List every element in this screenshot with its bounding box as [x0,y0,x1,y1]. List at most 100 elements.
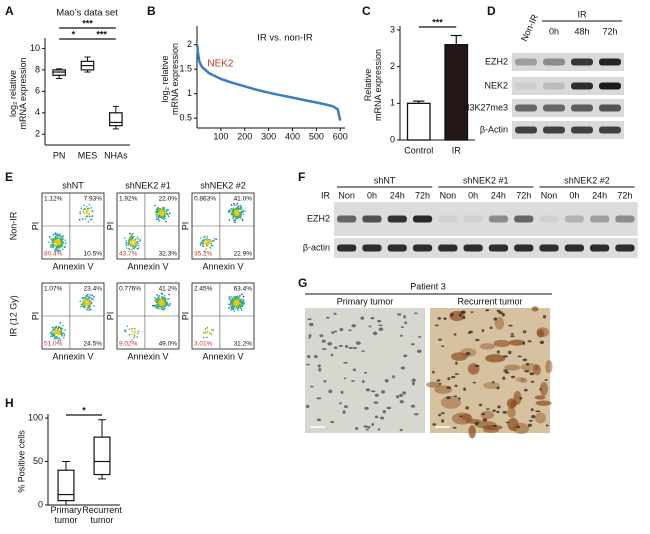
annotation: NEK2 [207,58,234,69]
x-tick-label: 300 [261,131,276,141]
nucleus [492,381,495,384]
nucleus [496,410,500,414]
flow-dot [203,240,206,242]
flow-dot [128,334,131,336]
bar [406,102,431,141]
nucleus [343,377,347,380]
flow-dot [158,294,161,297]
nucleus [516,425,521,429]
flow-dot [50,238,52,240]
y-tick-label: 2 [187,39,192,49]
flow-dot [205,240,208,242]
significance-label: *** [432,17,443,27]
nucleus [474,421,479,426]
flow-dot [230,204,233,206]
flow-dot [86,208,89,210]
flow-dot [134,335,136,337]
tissue [305,312,422,432]
band [539,244,559,252]
panel-letter: A [5,4,14,18]
flow-dot [209,247,212,249]
flow-dot [88,210,90,213]
flow-dot [241,298,243,300]
flow-dot [133,243,135,246]
flow-dot [242,209,244,211]
nucleus [313,355,318,359]
flow-dot [204,327,207,330]
y-tick-label: 8 [35,64,40,74]
flow-dot [208,238,211,241]
flow-dot [88,213,90,216]
flow-dot [237,208,240,211]
flow-dot [64,239,67,241]
stain [483,382,501,390]
flow-dot [241,293,243,296]
flow-dot [130,236,133,238]
flow-dot [54,327,56,330]
flow-dot [88,207,90,210]
lane-label: Non [541,190,558,200]
flow-dot [61,235,63,238]
nucleus [327,342,333,346]
flow-dot [230,207,233,210]
flow-dot [131,233,133,236]
quadrant-label: 63.4% [234,286,253,293]
flow-dots [48,203,94,252]
flow-dot [234,303,236,305]
lane-label: 48h [574,26,589,36]
flow-dot [165,220,167,223]
nucleus [434,324,439,327]
flow-dot [57,327,60,329]
nucleus [352,346,358,350]
flow-dot [162,207,164,210]
flow-dot [207,330,209,332]
flow-dot [237,301,240,304]
flow-dot [125,329,127,332]
nucleus [474,364,480,367]
flow-dot [231,299,233,302]
nucleus [404,321,408,325]
flow-dot [62,325,64,327]
nucleus [365,388,370,392]
nucleus [450,313,454,317]
flow-dot [242,213,245,216]
flow-dot [61,239,64,241]
nucleus [527,423,532,428]
flow-dot [204,331,207,334]
stain [451,352,468,361]
lane-label: Non [440,190,457,200]
flow-dot [59,237,62,239]
flow-dot [232,215,234,218]
flow-dot [210,242,213,245]
flow-dot [83,212,86,215]
flow-dot [54,235,56,238]
nucleus [475,338,480,342]
quadrant-label: 1.07% [44,286,63,293]
y-tick-label: 2 [390,61,395,71]
y-tick-label: 0 [38,499,43,509]
nucleus [505,421,510,424]
flow-dot [205,243,207,245]
band [571,82,593,90]
flow-dot [233,301,235,304]
flow-dot [235,215,237,218]
flow-dot [131,327,133,330]
y-tick-label: 100 [28,412,43,422]
flow-dot [161,302,164,304]
nucleus [384,379,389,383]
flow-dot [79,300,81,303]
flow-dot [229,209,232,211]
nucleus [378,324,383,327]
flow-dot [210,333,213,336]
flow-dot [133,241,136,244]
x-tick-label: NHAs [104,150,128,160]
nucleus [443,317,447,320]
nucleus [382,410,386,414]
flow-dot [157,296,159,298]
stain [461,413,472,421]
stain [494,316,505,330]
flow-dot [233,307,235,310]
x-tick-label: 100 [213,131,228,141]
nucleus [403,315,406,319]
flow-dot [157,304,160,306]
